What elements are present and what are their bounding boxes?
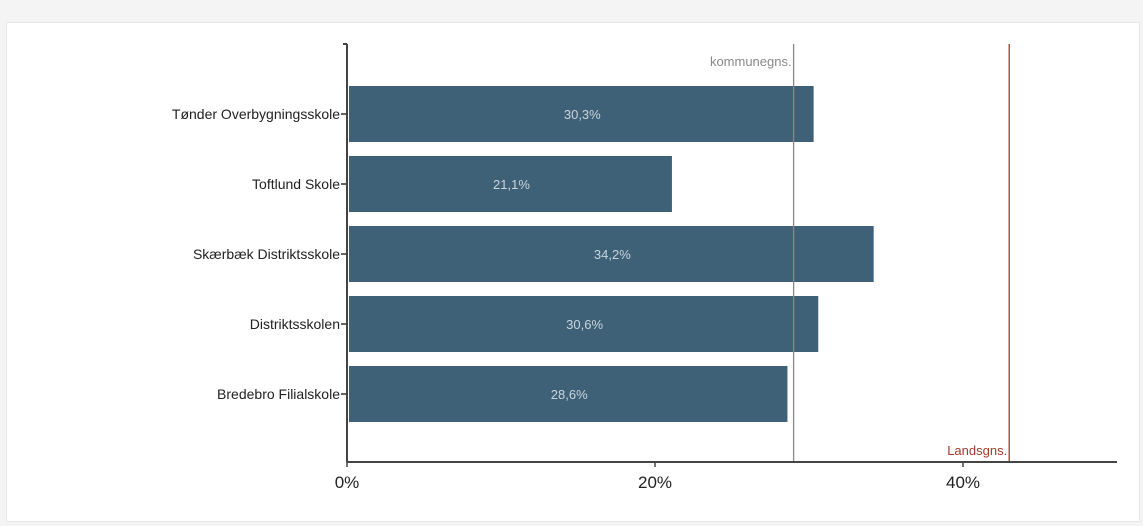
category-label: Tønder Overbygningsskole xyxy=(172,106,340,122)
reference-line-label: kommunegns. xyxy=(710,54,792,69)
bar xyxy=(349,226,874,282)
bars-layer: 30,3% 21,1% 34,2% 30,6% 28,6% xyxy=(349,86,874,422)
category-label: Skærbæk Distriktsskole xyxy=(193,246,340,262)
x-tick-label: 20% xyxy=(638,473,672,492)
axes-layer: Tønder Overbygningsskole Toftlund Skole Sk… xyxy=(172,43,1117,492)
category-label: Bredebro Filialskole xyxy=(217,386,340,402)
bar-value-label: 30,3% xyxy=(564,107,601,122)
bar-value-label: 21,1% xyxy=(493,177,530,192)
reference-lines-layer: kommunegns. Landsgns. xyxy=(710,44,1010,462)
bar xyxy=(349,366,788,422)
bar-value-label: 28,6% xyxy=(551,387,588,402)
bar xyxy=(349,86,814,142)
bar xyxy=(349,156,672,212)
category-label: Toftlund Skole xyxy=(252,176,340,192)
bar-value-label: 30,6% xyxy=(566,317,603,332)
reference-line-label: Landsgns. xyxy=(947,443,1007,458)
x-tick-label: 40% xyxy=(946,473,980,492)
x-tick-label: 0% xyxy=(335,473,360,492)
category-label: Distriktsskolen xyxy=(250,316,340,332)
bar-value-label: 34,2% xyxy=(594,247,631,262)
bar xyxy=(349,296,819,352)
